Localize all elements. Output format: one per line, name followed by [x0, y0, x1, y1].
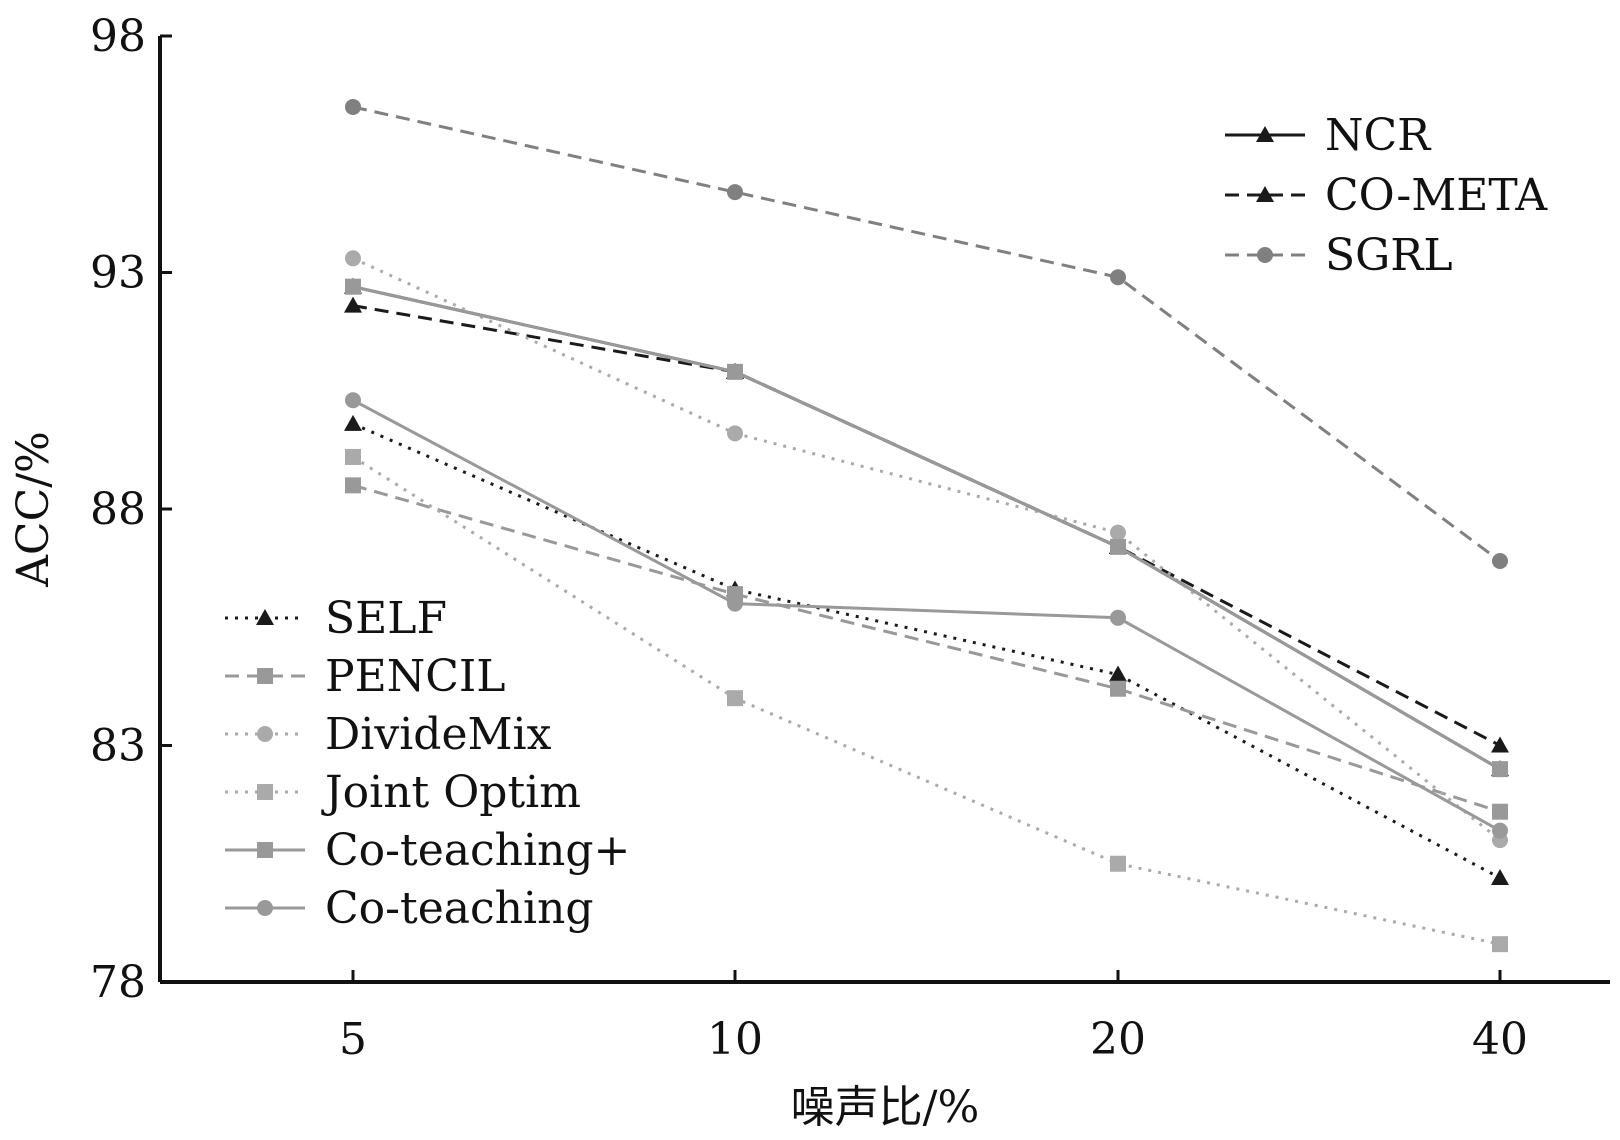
data-point-dividemix [345, 250, 361, 267]
legend-item-co-teaching: Co-teaching [225, 883, 594, 934]
data-point-sgrl [727, 184, 743, 201]
x-tick-label: 20 [1090, 1014, 1146, 1065]
legend-label: SGRL [1325, 230, 1453, 281]
series-sgrl [345, 98, 1508, 570]
legend-label: Joint Optim [321, 767, 581, 818]
series-co-meta [344, 296, 1509, 753]
data-point-co-teaching [727, 363, 743, 380]
y-axis-title: ACC/% [8, 431, 59, 588]
legend-swatch-marker [256, 609, 274, 625]
legend-item-co-teaching: Co-teaching+ [225, 825, 630, 876]
data-point-co-teaching [727, 595, 743, 612]
legend-swatch-marker [257, 726, 273, 742]
legend-item-sgrl: SGRL [1225, 230, 1453, 281]
axes: 78 83 88 93 98 5 10 20 40 [90, 11, 1610, 1065]
legend-item-joint-optim: Joint Optim [225, 767, 581, 818]
data-point-pencil [1110, 680, 1126, 697]
legend-swatch-marker [1256, 126, 1274, 142]
series-line-joint-optim [352, 455, 1501, 946]
series-line-ncr [352, 285, 1501, 771]
series-line-co-teaching [352, 285, 1501, 771]
legend-label: SELF [325, 593, 447, 644]
legend-item-pencil: PENCIL [225, 651, 506, 702]
y-tick-label: 93 [90, 248, 146, 299]
x-tick-label: 10 [707, 1014, 763, 1065]
data-point-sgrl [1110, 269, 1126, 286]
data-point-pencil [345, 477, 361, 494]
data-point-joint-optim [345, 448, 361, 465]
legend-swatch-marker [257, 784, 273, 800]
data-point-co-teaching [1110, 538, 1126, 555]
data-point-pencil [1492, 803, 1508, 820]
data-point-dividemix [727, 425, 743, 442]
data-point-self [344, 414, 362, 431]
data-point-co-meta [344, 296, 362, 313]
data-point-joint-optim [1110, 855, 1126, 872]
x-tick-label: 40 [1472, 1014, 1528, 1065]
legend-label: Co-teaching [325, 883, 594, 934]
series-joint-optim [345, 448, 1508, 953]
data-point-joint-optim [1492, 936, 1508, 953]
data-point-dividemix [1110, 524, 1126, 541]
data-point-sgrl [1492, 553, 1508, 570]
x-tick-label: 5 [339, 1014, 367, 1065]
legend-label: CO-META [1325, 170, 1548, 221]
legend-bottom-left: SELF PENCIL DivideMix Joint Optim Co-teachin… [225, 593, 630, 934]
legend-item-self: SELF [225, 593, 447, 644]
series-ncr [344, 277, 1509, 777]
legend-swatch-marker [1256, 186, 1274, 202]
data-point-self [1109, 665, 1127, 682]
data-point-co-teaching [345, 278, 361, 295]
legend-label: NCR [1325, 110, 1432, 161]
legend-swatch-marker [1257, 247, 1273, 263]
y-tick-label: 83 [90, 721, 146, 772]
y-tick-label: 78 [90, 957, 146, 1008]
legend-label: DivideMix [325, 709, 552, 760]
data-point-co-meta [1491, 736, 1509, 753]
series-co-teaching [345, 392, 1508, 839]
x-axis-title: 噪声比/% [791, 1082, 980, 1133]
y-tick-label: 88 [90, 484, 146, 535]
legend-swatch-marker [257, 900, 273, 916]
data-point-co-teaching [1492, 822, 1508, 839]
legend-swatch-marker [257, 668, 273, 684]
legend-top-right: NCR CO-META SGRL [1225, 110, 1548, 281]
series-line-dividemix [352, 256, 1501, 842]
series-line-self [352, 422, 1501, 880]
data-point-sgrl [345, 98, 361, 115]
data-point-co-teaching [1110, 609, 1126, 626]
series-line-sgrl [352, 105, 1501, 563]
data-point-co-teaching [345, 392, 361, 409]
legend-layer: NCR CO-META SGRL SELF PENCIL DivideMix Joint O… [225, 110, 1548, 934]
legend-label: PENCIL [325, 651, 506, 702]
legend-item-ncr: NCR [1225, 110, 1432, 161]
data-point-co-teaching [1492, 761, 1508, 778]
legend-item-co-meta: CO-META [1225, 170, 1548, 221]
series-line-pencil [352, 483, 1501, 814]
series-line-co-teaching [352, 398, 1501, 832]
series-co-teaching [345, 278, 1508, 778]
data-point-self [1491, 868, 1509, 885]
series-layer [344, 98, 1509, 953]
legend-swatch-marker [257, 842, 273, 858]
y-tick-label: 98 [90, 11, 146, 62]
legend-item-dividemix: DivideMix [225, 709, 552, 760]
series-line-co-meta [352, 304, 1501, 747]
legend-label: Co-teaching+ [325, 825, 630, 876]
data-point-joint-optim [727, 690, 743, 707]
